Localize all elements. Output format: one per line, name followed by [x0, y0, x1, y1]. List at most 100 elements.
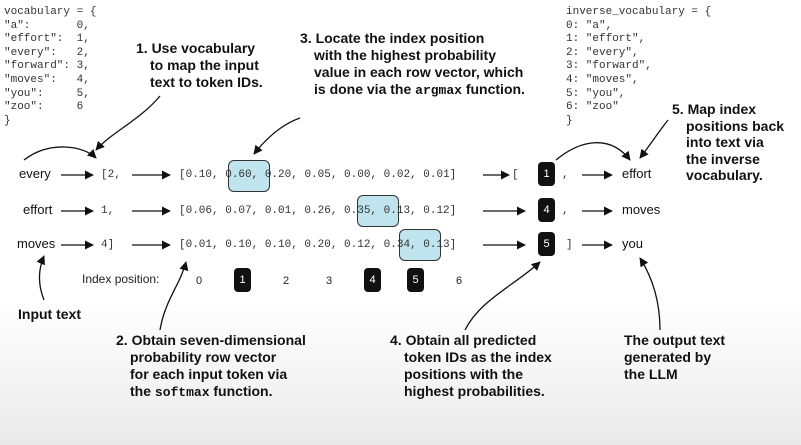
prob-values: 0.13, 0.12]	[377, 205, 457, 217]
annotation-3-line: value in each row vector, which	[314, 64, 524, 80]
pred-separator: ,	[562, 169, 569, 181]
inverse-vocabulary-line: 4: "moves",	[566, 73, 639, 86]
index-value-highlighted: 5	[407, 268, 424, 292]
annotation-5: 5. Map index positions back into text vi…	[672, 101, 784, 184]
prob-vector-row2: [0.06, 0.07, 0.01, 0.26, 0.35, 0.13, 0.1…	[179, 204, 456, 218]
annotation-1: 1. Use vocabulary to map the input text …	[136, 40, 263, 91]
token-id-row3: 4]	[101, 239, 115, 251]
softmax-code: softmax	[154, 385, 210, 400]
vocabulary-header: vocabulary = {	[4, 6, 97, 18]
pred-separator: ,	[562, 205, 569, 217]
vocabulary-block: vocabulary = { "a": 0, "effort": 1, "eve…	[4, 6, 96, 128]
annotation-4-line: highest probabilities.	[404, 383, 545, 399]
annotation-1-line: to map the input	[150, 57, 259, 73]
inverse-vocabulary-block: inverse_vocabulary = { 0: "a", 1: "effor…	[566, 6, 711, 128]
annotation-3: 3. Locate the index position with the hi…	[300, 30, 525, 99]
arrow-annotation-3	[253, 117, 301, 155]
annotation-3-line: 3. Locate the index position	[300, 30, 485, 46]
output-text-line: generated by	[624, 349, 712, 365]
prob-values: 0.13]	[416, 239, 457, 251]
input-text-label: Input text	[18, 306, 81, 322]
annotation-3-line: with the highest probability	[314, 47, 496, 63]
vocabulary-line: "a": 0,	[4, 19, 90, 32]
annotation-3-text: is done via the	[314, 81, 416, 97]
annotation-1-line: text to token IDs.	[150, 74, 263, 90]
pred-badge-row3: 5	[538, 232, 555, 256]
index-value: 2	[283, 275, 290, 287]
inverse-vocabulary-line: 1: "effort",	[566, 33, 646, 46]
vocabulary-line: "zoo": 6	[4, 101, 84, 114]
highlight-row2	[357, 195, 399, 227]
prob-values: [0.10,	[179, 169, 226, 181]
output-text-line: the LLM	[624, 366, 678, 382]
inverse-vocabulary-line: 5: "you",	[566, 87, 626, 100]
output-text-line: The output text	[624, 332, 726, 348]
inverse-vocabulary-footer: }	[566, 114, 573, 127]
argmax-code: argmax	[415, 83, 462, 98]
token-id-row2: 1,	[101, 205, 115, 217]
arrow-annotation-1	[95, 95, 161, 151]
vocabulary-line: "you": 5,	[4, 87, 90, 100]
prob-values: 0.20, 0.05, 0.00, 0.02, 0.01]	[258, 169, 457, 181]
index-value: 3	[326, 275, 333, 287]
annotation-2-line: for each input token via	[130, 366, 288, 382]
highlight-row3	[399, 229, 441, 261]
prob-values: [0.01, 0.10, 0.10, 0.20, 0.12,	[179, 239, 384, 251]
pred-close-bracket: ]	[566, 239, 573, 251]
arrow-annotation-2	[159, 261, 189, 331]
annotation-1-line: 1. Use vocabulary	[136, 40, 256, 56]
pred-badge-row2: 4	[538, 198, 555, 222]
vocabulary-line: "moves": 4,	[4, 73, 90, 86]
pred-badge-row1: 1	[538, 162, 555, 186]
annotation-3-text: function.	[461, 81, 525, 97]
vocabulary-line: "effort": 1,	[4, 33, 90, 46]
input-word-moves: moves	[17, 236, 56, 251]
inverse-vocabulary-line: 2: "every",	[566, 46, 639, 59]
annotation-2-text: the	[130, 383, 155, 399]
annotation-4-line: positions with the	[404, 366, 523, 382]
arrow-annotation-4	[464, 261, 541, 331]
annotation-5-line: vocabulary.	[686, 167, 763, 183]
vocabulary-footer: }	[4, 114, 11, 127]
annotation-2-text: function.	[209, 383, 273, 399]
annotation-5-line: the inverse	[686, 150, 760, 167]
annotation-2: 2. Obtain seven-dimensional probability …	[116, 332, 306, 401]
arrow-vocab-to-token	[23, 146, 97, 161]
arrow-pred-to-vocab	[555, 142, 631, 161]
arrow-annotation-5	[639, 119, 669, 159]
prob-max-value: 0.60,	[225, 169, 259, 181]
vocabulary-line: "forward": 3,	[4, 60, 90, 73]
prob-values: [0.06, 0.07, 0.01, 0.26,	[179, 205, 345, 217]
annotation-2-line: the softmax function.	[116, 383, 306, 401]
prob-vector-row3: [0.01, 0.10, 0.10, 0.20, 0.12, 0.34, 0.1…	[179, 238, 456, 252]
annotation-5-line: into text via	[686, 134, 764, 150]
annotation-3-line: is done via the argmax function.	[300, 81, 525, 99]
index-position-label: Index position:	[82, 272, 160, 286]
output-text-annotation: The output text generated by the LLM	[624, 332, 725, 383]
input-word-every: every	[19, 166, 51, 181]
annotation-5-line: positions back	[686, 117, 785, 134]
index-value-highlighted: 1	[234, 268, 251, 292]
annotation-2-line: probability row vector	[130, 349, 277, 365]
annotation-4-line: token IDs as the index	[404, 349, 552, 365]
index-value: 6	[456, 275, 463, 287]
prob-vector-row1: [0.10, 0.60, 0.20, 0.05, 0.00, 0.02, 0.0…	[179, 168, 456, 182]
annotation-5-line: 5. Map index	[672, 101, 757, 117]
inverse-vocabulary-line: 6: "zoo"	[566, 101, 619, 114]
inverse-vocabulary-header: inverse_vocabulary = {	[566, 6, 712, 18]
inverse-vocabulary-line: 0: "a",	[566, 19, 613, 32]
annotation-2-line: 2. Obtain seven-dimensional	[116, 332, 306, 348]
highlight-row1	[228, 160, 270, 192]
index-value: 0	[196, 275, 203, 287]
index-value-highlighted: 4	[364, 268, 381, 292]
output-word-you: you	[622, 236, 643, 251]
output-word-effort: effort	[622, 166, 652, 181]
token-id-row1: [2,	[101, 169, 121, 181]
prob-max-value: 0.34,	[383, 239, 417, 251]
pred-open-bracket: [	[512, 169, 519, 181]
output-word-moves: moves	[622, 202, 661, 217]
annotation-4-line: 4. Obtain all predicted	[390, 332, 537, 348]
arrow-input-text	[36, 255, 45, 301]
input-word-effort: effort	[23, 202, 53, 217]
